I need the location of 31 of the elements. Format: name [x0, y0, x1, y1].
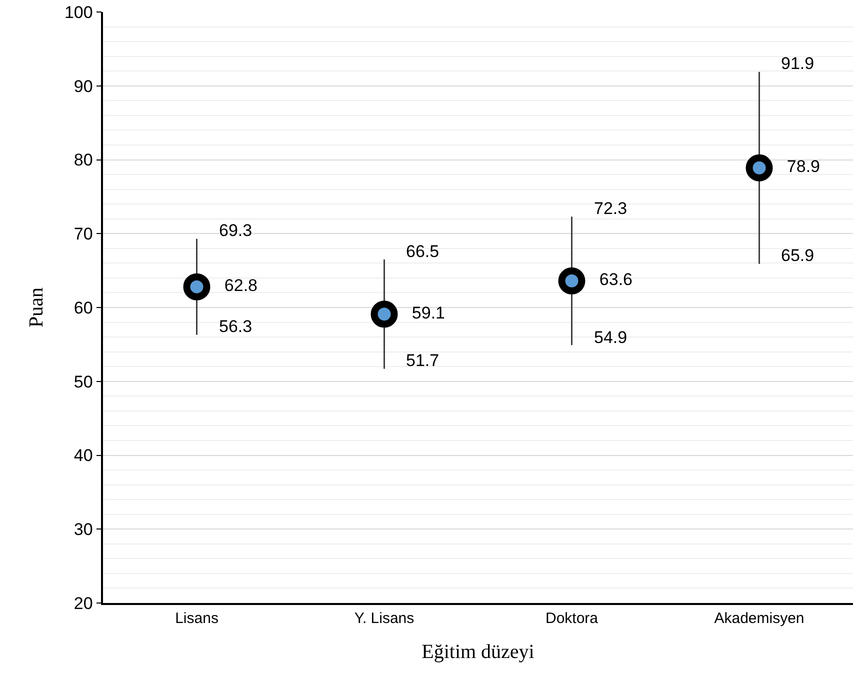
y-axis-title: Puan — [25, 288, 48, 328]
annotation: 51.7 — [406, 351, 440, 370]
annotation: 91.9 — [781, 54, 814, 73]
x-axis-title: Eğitim düzeyi — [422, 640, 535, 663]
data-label: 62.8 — [210, 276, 258, 296]
point — [558, 267, 586, 294]
data-label: 59.1 — [398, 303, 446, 322]
y-tick-label: 30 — [74, 520, 93, 540]
y-tick-label: 80 — [74, 150, 93, 170]
point — [183, 273, 210, 300]
y-tick-label: 40 — [74, 446, 93, 466]
y-tick-label: 50 — [74, 372, 93, 392]
x-tick-label: Y. Lisans — [354, 610, 414, 627]
annotation: 56.3 — [219, 317, 252, 336]
x-tick-label: Akademisyen — [714, 610, 804, 627]
y-tick-label: 60 — [74, 298, 93, 318]
y-tick-label: 70 — [74, 224, 93, 244]
annotation: 72.3 — [594, 199, 628, 218]
y-tick-label: 100 — [64, 2, 93, 22]
annotation: 69.3 — [219, 221, 252, 240]
y-tick-label: 90 — [74, 76, 93, 96]
point — [370, 300, 398, 328]
y-tick-label: 20 — [74, 594, 93, 613]
annotation: 66.5 — [406, 242, 440, 261]
data-label: 78.9 — [772, 157, 820, 176]
point — [746, 154, 773, 182]
annotation: 65.9 — [781, 246, 814, 265]
data-label: 63.6 — [585, 270, 633, 290]
x-tick-label: Lisans — [175, 610, 218, 627]
x-tick-label: Doktora — [545, 610, 599, 627]
annotation: 54.9 — [594, 328, 628, 347]
